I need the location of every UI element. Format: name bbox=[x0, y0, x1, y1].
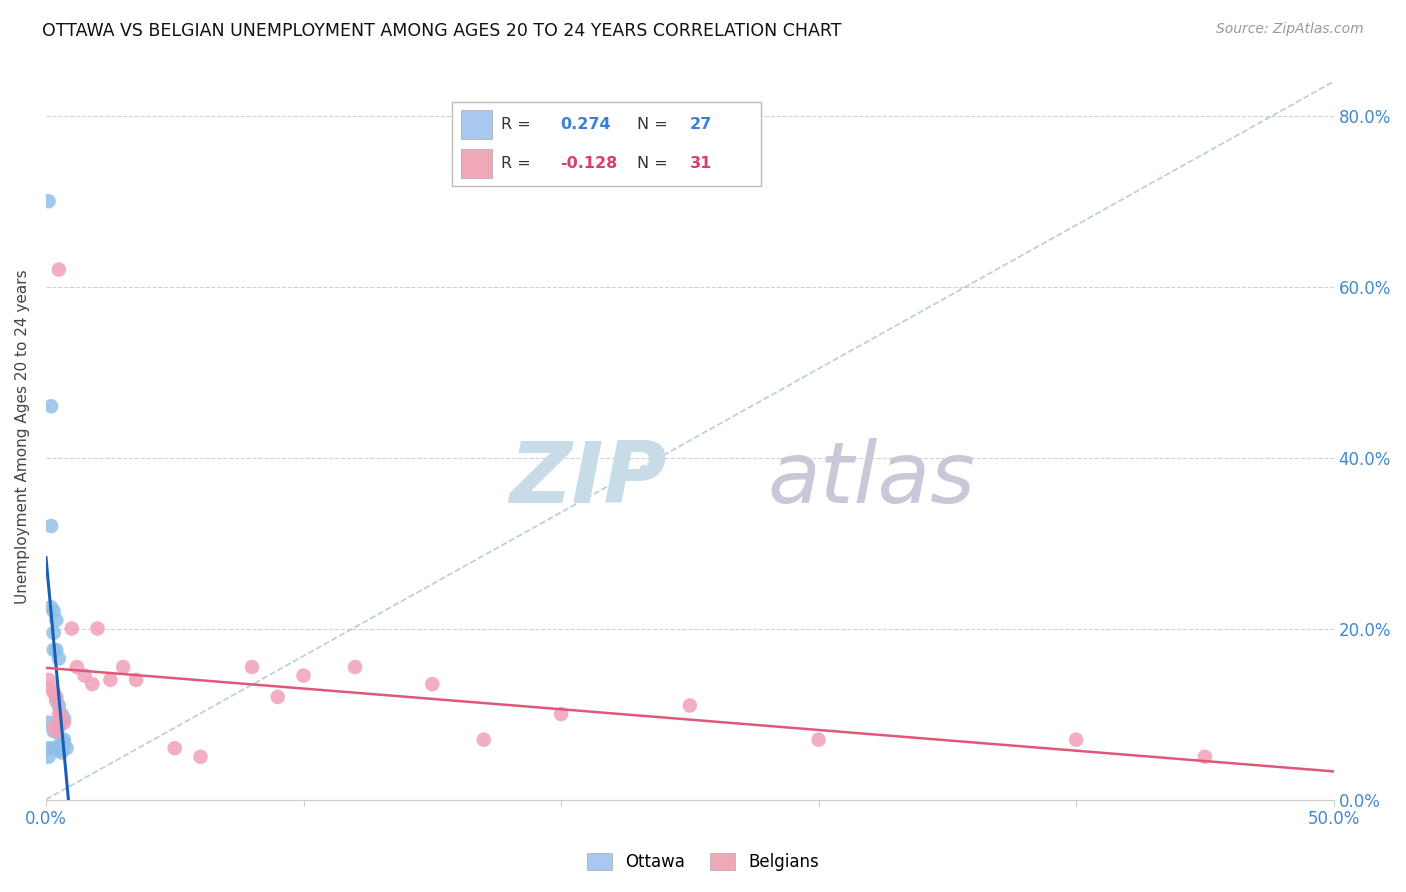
Point bbox=[420, 677, 443, 691]
Point bbox=[51, 746, 73, 760]
Point bbox=[48, 743, 70, 757]
Text: ZIP: ZIP bbox=[509, 438, 668, 521]
Point bbox=[39, 600, 62, 615]
Point bbox=[343, 660, 366, 674]
Point bbox=[53, 732, 76, 747]
Point bbox=[51, 711, 73, 725]
Point bbox=[48, 651, 70, 665]
Point bbox=[472, 732, 495, 747]
Point bbox=[42, 724, 65, 739]
Point bbox=[42, 686, 65, 700]
Point bbox=[292, 668, 315, 682]
Point bbox=[53, 711, 76, 725]
Point bbox=[240, 660, 263, 674]
Point bbox=[45, 724, 67, 739]
Point bbox=[42, 625, 65, 640]
Point bbox=[82, 677, 104, 691]
Point bbox=[48, 720, 70, 734]
Point bbox=[39, 519, 62, 533]
Text: Source: ZipAtlas.com: Source: ZipAtlas.com bbox=[1216, 22, 1364, 37]
Point bbox=[42, 741, 65, 756]
Point bbox=[38, 749, 60, 764]
Point bbox=[48, 698, 70, 713]
Point bbox=[66, 660, 89, 674]
Point bbox=[45, 613, 67, 627]
Point bbox=[86, 622, 108, 636]
Point bbox=[55, 741, 77, 756]
Point bbox=[550, 707, 572, 722]
Point bbox=[60, 622, 83, 636]
Point bbox=[48, 707, 70, 722]
Point bbox=[51, 707, 73, 722]
Point bbox=[1064, 732, 1087, 747]
Point bbox=[42, 605, 65, 619]
Point bbox=[39, 400, 62, 414]
Point bbox=[53, 737, 76, 751]
Point bbox=[190, 749, 212, 764]
Point bbox=[38, 673, 60, 687]
Point bbox=[1194, 749, 1216, 764]
Point bbox=[45, 694, 67, 708]
Point bbox=[163, 741, 186, 756]
Text: atlas: atlas bbox=[768, 438, 976, 521]
Point bbox=[38, 741, 60, 756]
Point bbox=[45, 690, 67, 704]
Y-axis label: Unemployment Among Ages 20 to 24 years: Unemployment Among Ages 20 to 24 years bbox=[15, 269, 30, 604]
Point bbox=[98, 673, 121, 687]
Point bbox=[267, 690, 290, 704]
Point bbox=[73, 668, 96, 682]
Point bbox=[53, 715, 76, 730]
Point bbox=[38, 194, 60, 209]
Point bbox=[48, 262, 70, 277]
Point bbox=[38, 715, 60, 730]
Point bbox=[42, 720, 65, 734]
Point bbox=[45, 741, 67, 756]
Point bbox=[42, 643, 65, 657]
Point bbox=[125, 673, 148, 687]
Point bbox=[112, 660, 135, 674]
Point bbox=[807, 732, 830, 747]
Point bbox=[39, 681, 62, 696]
Point bbox=[679, 698, 702, 713]
Point bbox=[45, 643, 67, 657]
Text: OTTAWA VS BELGIAN UNEMPLOYMENT AMONG AGES 20 TO 24 YEARS CORRELATION CHART: OTTAWA VS BELGIAN UNEMPLOYMENT AMONG AGE… bbox=[42, 22, 842, 40]
Point bbox=[51, 732, 73, 747]
Legend: Ottawa, Belgians: Ottawa, Belgians bbox=[578, 845, 828, 880]
